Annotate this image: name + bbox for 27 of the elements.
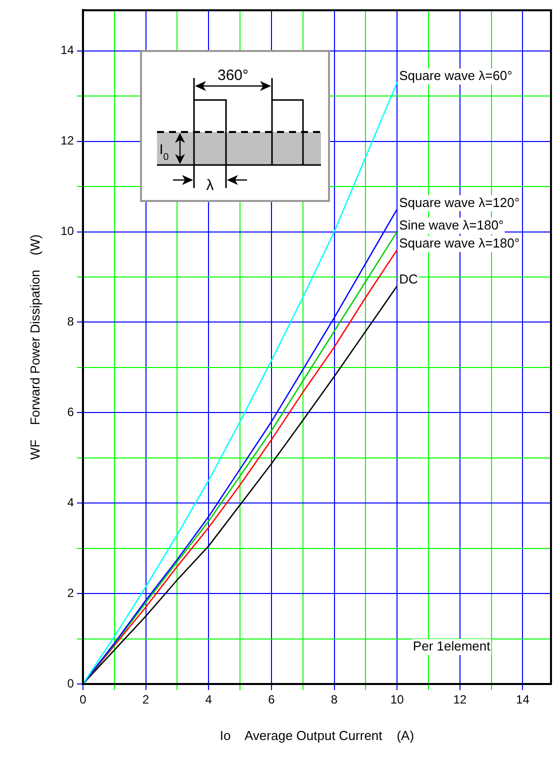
annotation: 360° — [217, 67, 249, 84]
y-tick-label: 4 — [67, 495, 74, 510]
x-tick-label: 8 — [330, 692, 338, 707]
x-tick-label: 2 — [142, 692, 150, 707]
annotation: λ — [206, 177, 214, 194]
series-label: Square wave λ=180° — [399, 235, 520, 250]
series-label: Square wave λ=120° — [399, 194, 520, 210]
y-tick-label: 2 — [67, 586, 74, 600]
x-tick-label: 6 — [268, 692, 276, 707]
y-tick-label: 12 — [60, 134, 74, 148]
y-tick-label: 0 — [67, 676, 74, 690]
y-axis-title: WF Forward Power Dissipation (W) — [27, 234, 42, 460]
x-tick-label: 12 — [453, 692, 467, 707]
x-tick-label: 10 — [390, 692, 404, 707]
annotation: I$_{0}$ — [159, 141, 170, 162]
x-tick-label: 14 — [516, 692, 530, 707]
y-tick-label: 14 — [60, 43, 74, 58]
y-tick-label: 8 — [67, 314, 74, 329]
annotation: Per 1element — [412, 638, 491, 654]
y-tick-label: 10 — [60, 224, 74, 238]
series-label: Sine wave λ=180° — [399, 217, 504, 232]
x-tick-label: 0 — [80, 692, 87, 707]
series-label: Square wave λ=60° — [399, 68, 512, 84]
x-axis-title: Io Average Output Current (A) — [220, 728, 414, 743]
y-tick-label: 6 — [67, 404, 74, 419]
series-label: DC — [399, 272, 418, 287]
x-tick-label: 4 — [205, 692, 212, 707]
